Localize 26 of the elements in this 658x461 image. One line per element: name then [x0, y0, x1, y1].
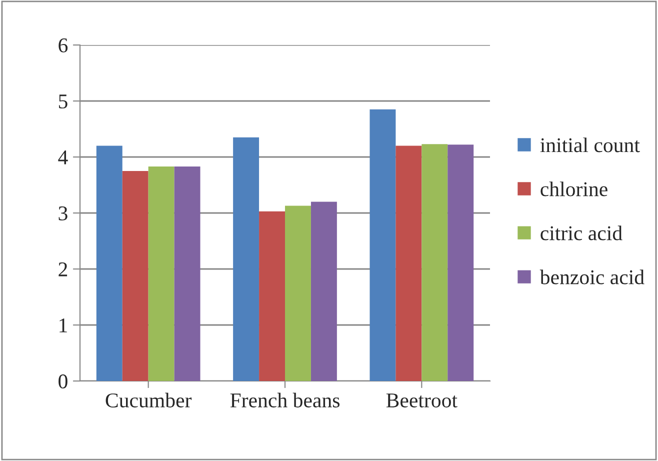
- bar: [259, 211, 285, 381]
- bar: [370, 109, 396, 381]
- bar: [148, 166, 174, 381]
- legend-label: benzoic acid: [540, 270, 644, 284]
- x-tick-label: French beans: [230, 392, 340, 408]
- y-tick-label: 1: [60, 318, 67, 332]
- y-tick-label: 2: [58, 262, 68, 276]
- y-tick-label: 5: [58, 94, 68, 108]
- bar: [310, 202, 337, 381]
- bar: [285, 206, 311, 381]
- legend-label: citric acid: [540, 226, 622, 240]
- bar: [396, 146, 422, 381]
- bar: [422, 144, 448, 381]
- bar: [448, 144, 474, 381]
- bar: [233, 137, 260, 381]
- legend-label: initial count: [540, 138, 640, 152]
- y-tick-label: 4: [58, 150, 68, 164]
- bar: [96, 146, 122, 381]
- x-tick-label: Beetroot: [386, 394, 458, 408]
- x-tick-label: Cucumber: [106, 392, 192, 408]
- y-tick-label: 3: [58, 206, 68, 220]
- bar: [122, 171, 148, 381]
- y-tick-label: 0: [58, 374, 68, 388]
- y-tick-label: 6: [58, 38, 68, 52]
- legend-label: chlorine: [540, 182, 608, 196]
- bar: [174, 166, 200, 381]
